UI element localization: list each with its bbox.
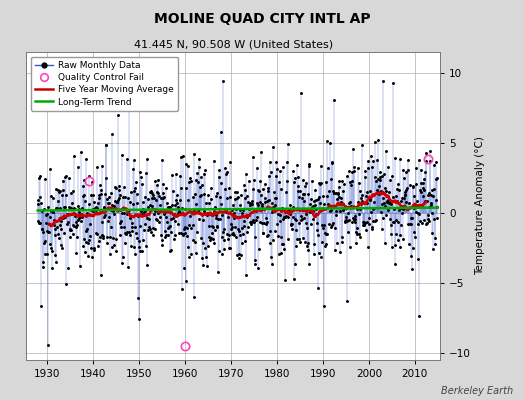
- Y-axis label: Temperature Anomaly (°C): Temperature Anomaly (°C): [475, 136, 485, 276]
- Text: Berkeley Earth: Berkeley Earth: [441, 386, 514, 396]
- Title: 41.445 N, 90.508 W (United States): 41.445 N, 90.508 W (United States): [134, 40, 333, 50]
- Legend: Raw Monthly Data, Quality Control Fail, Five Year Moving Average, Long-Term Tren: Raw Monthly Data, Quality Control Fail, …: [31, 56, 178, 111]
- Text: MOLINE QUAD CITY INTL AP: MOLINE QUAD CITY INTL AP: [154, 12, 370, 26]
